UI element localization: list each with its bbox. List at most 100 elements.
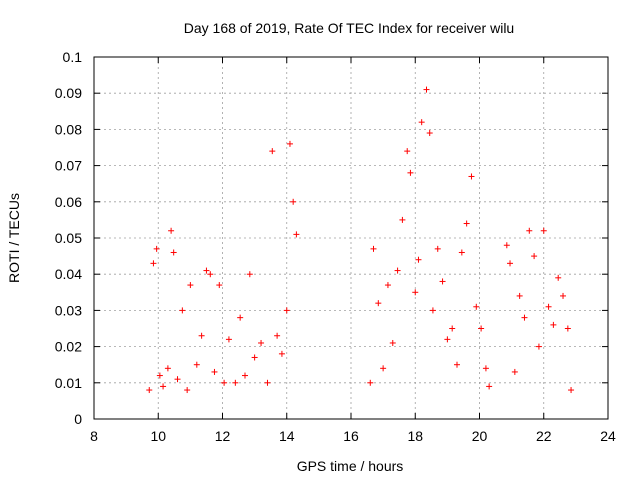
data-point xyxy=(407,169,414,176)
y-tick-label: 0.02 xyxy=(55,339,82,355)
data-point xyxy=(232,379,239,386)
data-point xyxy=(269,148,276,155)
data-point xyxy=(290,198,297,205)
data-point xyxy=(274,332,281,339)
data-point xyxy=(415,256,422,263)
data-point xyxy=(174,376,181,383)
data-point xyxy=(449,325,456,332)
data-point xyxy=(399,216,406,223)
data-points xyxy=(146,86,575,394)
data-point xyxy=(560,292,567,299)
data-point xyxy=(193,361,200,368)
data-point xyxy=(370,245,377,252)
data-point xyxy=(531,253,538,260)
data-point xyxy=(380,365,387,372)
y-tick-label: 0.07 xyxy=(55,158,82,174)
data-point xyxy=(207,271,214,278)
data-point xyxy=(404,148,411,155)
x-axis-label: GPS time / hours xyxy=(297,458,404,474)
data-point xyxy=(555,274,562,281)
data-point xyxy=(444,336,451,343)
data-point xyxy=(458,249,465,256)
y-axis-label: ROTI / TECUs xyxy=(6,193,22,283)
data-point xyxy=(283,307,290,314)
data-point xyxy=(550,321,557,328)
y-tick-label: 0.05 xyxy=(55,230,82,246)
data-point xyxy=(418,119,425,126)
data-point xyxy=(511,368,518,375)
data-point xyxy=(168,227,175,234)
axis-ticks xyxy=(93,56,609,420)
data-point xyxy=(203,267,210,274)
data-point xyxy=(389,339,396,346)
data-point xyxy=(264,379,271,386)
x-tick-label: 16 xyxy=(343,428,359,444)
data-point xyxy=(216,282,223,289)
y-tick-label: 0.06 xyxy=(55,194,82,210)
x-tick-label: 20 xyxy=(472,428,488,444)
x-tick-label: 22 xyxy=(536,428,552,444)
data-point xyxy=(454,361,461,368)
data-point xyxy=(473,303,480,310)
y-tick-label: 0.01 xyxy=(55,375,82,391)
data-point xyxy=(423,86,430,93)
x-tick-label: 18 xyxy=(407,428,423,444)
y-tick-labels: 0 0.01 0.02 0.03 0.04 0.05 0.06 0.07 0.08 0.09 0.1 xyxy=(55,49,82,427)
data-point xyxy=(463,220,470,227)
data-point xyxy=(211,368,218,375)
data-point xyxy=(439,278,446,285)
data-point xyxy=(486,383,493,390)
data-point xyxy=(535,343,542,350)
x-tick-label: 12 xyxy=(215,428,231,444)
x-tick-label: 10 xyxy=(150,428,166,444)
data-point xyxy=(507,260,514,267)
data-point xyxy=(221,379,228,386)
data-point xyxy=(225,336,232,343)
data-point xyxy=(246,271,253,278)
x-tick-label: 14 xyxy=(279,428,295,444)
data-point xyxy=(367,379,374,386)
data-point xyxy=(521,314,528,321)
y-tick-label: 0.1 xyxy=(63,49,83,65)
y-tick-label: 0.03 xyxy=(55,302,82,318)
data-point xyxy=(468,173,475,180)
data-point xyxy=(150,260,157,267)
data-point xyxy=(375,300,382,307)
data-point xyxy=(426,130,433,137)
data-point xyxy=(434,245,441,252)
grid-layer xyxy=(94,57,608,419)
data-point xyxy=(503,242,510,249)
y-tick-label: 0.09 xyxy=(55,85,82,101)
data-point xyxy=(278,350,285,357)
data-point xyxy=(429,307,436,314)
data-point xyxy=(251,354,258,361)
x-tick-label: 24 xyxy=(600,428,616,444)
data-point xyxy=(184,387,191,394)
y-tick-label: 0.08 xyxy=(55,121,82,137)
data-point xyxy=(156,372,163,379)
chart-title: Day 168 of 2019, Rate Of TEC Index for r… xyxy=(184,20,514,36)
data-point xyxy=(293,231,300,238)
data-point xyxy=(516,292,523,299)
data-point xyxy=(540,227,547,234)
data-point xyxy=(564,325,571,332)
data-point xyxy=(160,383,167,390)
data-point xyxy=(482,365,489,372)
data-point xyxy=(187,282,194,289)
data-point xyxy=(198,332,205,339)
x-tick-label: 8 xyxy=(90,428,98,444)
data-point xyxy=(179,307,186,314)
data-point xyxy=(384,282,391,289)
data-point xyxy=(394,267,401,274)
data-point xyxy=(526,227,533,234)
data-point xyxy=(153,245,160,252)
data-point xyxy=(241,372,248,379)
data-point xyxy=(164,365,171,372)
y-tick-label: 0 xyxy=(74,411,82,427)
x-tick-labels: 8 10 12 14 16 18 20 22 24 xyxy=(90,428,616,444)
data-point xyxy=(146,387,153,394)
data-point xyxy=(258,339,265,346)
data-point xyxy=(545,303,552,310)
